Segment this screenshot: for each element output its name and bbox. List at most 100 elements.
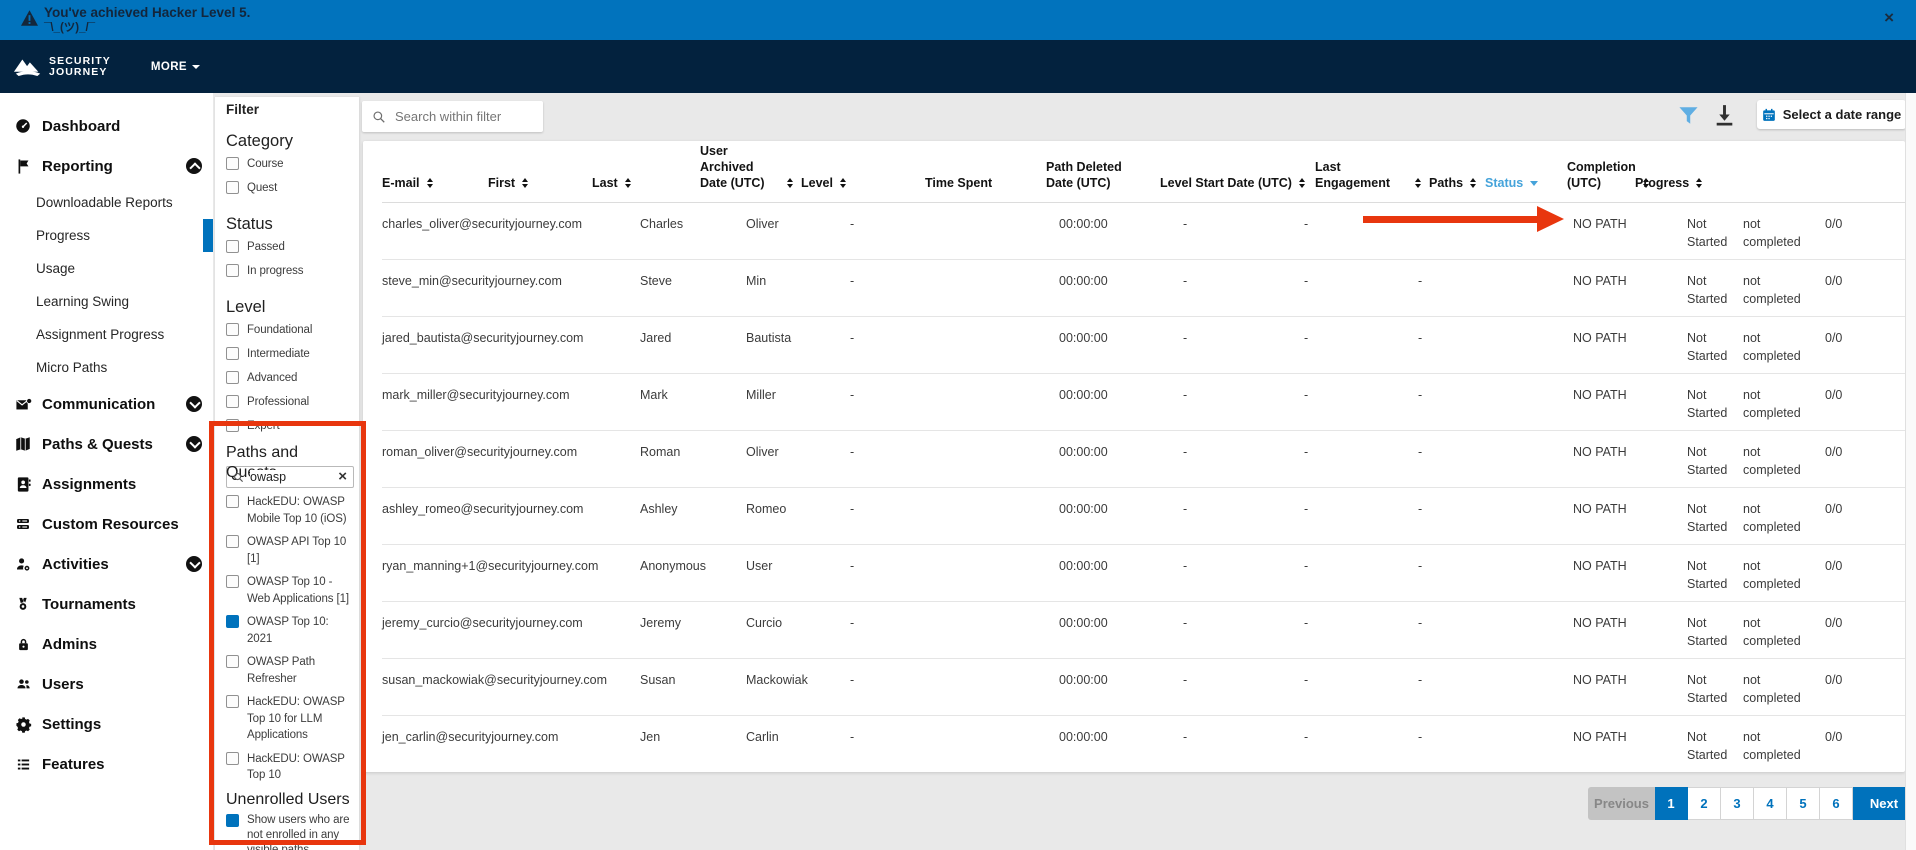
checkbox[interactable] xyxy=(226,535,239,548)
page-number-button[interactable]: 6 xyxy=(1820,787,1853,820)
path-checkbox-row[interactable]: HackEDU: OWASP Top 10 xyxy=(226,751,353,784)
path-checkbox-row[interactable]: OWASP Top 10 - Web Applications [1] xyxy=(226,574,353,607)
filter-checkbox-row[interactable]: Professional xyxy=(226,390,353,414)
page-scrollbar[interactable] xyxy=(1905,93,1916,850)
chevron-up-icon[interactable] xyxy=(186,158,202,174)
banner-close-icon[interactable]: × xyxy=(1884,8,1894,27)
filter-checkbox-row[interactable]: In progress xyxy=(226,259,353,283)
paths-search-box[interactable]: × xyxy=(226,466,354,488)
sort-arrows-icon[interactable] xyxy=(1696,178,1703,188)
table-row[interactable]: mark_miller@securityjourney.com Mark Mil… xyxy=(382,374,1905,431)
sort-arrows-icon[interactable] xyxy=(839,178,846,188)
sidebar-item-dashboard[interactable]: Dashboard xyxy=(0,106,213,146)
checkbox[interactable] xyxy=(226,264,239,277)
column-header[interactable]: Level Start Date (UTC) xyxy=(1160,175,1315,191)
column-header[interactable]: Progress xyxy=(1635,175,1710,191)
filter-checkbox-row[interactable]: Foundational xyxy=(226,318,353,342)
column-header[interactable]: E-mail xyxy=(382,175,488,191)
page-number-button[interactable]: 2 xyxy=(1688,787,1721,820)
checkbox[interactable] xyxy=(226,157,239,170)
more-menu[interactable]: MORE xyxy=(151,61,200,73)
column-header[interactable]: User Archived Date (UTC) xyxy=(700,143,801,191)
sidebar-item-communication[interactable]: Communication xyxy=(0,384,213,424)
table-search-box[interactable] xyxy=(362,101,543,132)
column-header[interactable]: Paths xyxy=(1429,175,1485,191)
sort-arrows-icon[interactable] xyxy=(1470,178,1477,188)
security-journey-logo[interactable]: SECURITY JOURNEY xyxy=(13,55,111,78)
sort-arrows-icon[interactable] xyxy=(1298,178,1305,188)
table-row[interactable]: ryan_manning+1@securityjourney.com Anony… xyxy=(382,545,1905,602)
sidebar-item-settings[interactable]: Settings xyxy=(0,704,213,744)
checkbox[interactable] xyxy=(226,495,239,508)
chevron-down-icon[interactable] xyxy=(186,556,202,572)
sidebar-item-reporting[interactable]: Reporting xyxy=(0,146,213,186)
sort-arrows-icon[interactable] xyxy=(624,178,631,188)
column-header[interactable]: Status xyxy=(1485,175,1567,191)
paths-search-input[interactable] xyxy=(250,470,334,484)
filter-checkbox-row[interactable]: Advanced xyxy=(226,366,353,390)
checkbox[interactable] xyxy=(226,371,239,384)
path-checkbox-row[interactable]: OWASP Path Refresher xyxy=(226,654,353,687)
page-number-button[interactable]: 3 xyxy=(1721,787,1754,820)
column-header[interactable]: Time Spent xyxy=(925,175,1046,191)
table-row[interactable]: jared_bautista@securityjourney.com Jared… xyxy=(382,317,1905,374)
filter-checkbox-row[interactable]: Expert xyxy=(226,414,353,438)
column-header[interactable]: Last Engagement xyxy=(1315,159,1429,191)
sidebar-item-assignment-progress[interactable]: Assignment Progress xyxy=(0,318,213,351)
page-number-button[interactable]: 5 xyxy=(1787,787,1820,820)
checkbox[interactable] xyxy=(226,751,239,765)
checkbox[interactable] xyxy=(226,419,239,432)
table-row[interactable]: jeremy_curcio@securityjourney.com Jeremy… xyxy=(382,602,1905,659)
checkbox[interactable] xyxy=(226,655,239,668)
sidebar-item-assignments[interactable]: Assignments xyxy=(0,464,213,504)
sort-arrows-icon[interactable] xyxy=(1415,178,1421,188)
page-number-button[interactable]: 1 xyxy=(1655,787,1688,820)
filter-funnel-icon[interactable] xyxy=(1678,106,1699,125)
column-header[interactable]: Level xyxy=(801,175,925,191)
checkbox[interactable] xyxy=(226,395,239,408)
download-icon[interactable] xyxy=(1712,103,1737,128)
path-checkbox-row[interactable]: OWASP API Top 10 [1] xyxy=(226,534,353,567)
sidebar-item-learning-swing[interactable]: Learning Swing xyxy=(0,285,213,318)
sidebar-item-micro-paths[interactable]: Micro Paths xyxy=(0,351,213,384)
table-row[interactable]: charles_oliver@securityjourney.com Charl… xyxy=(382,203,1905,260)
date-range-button[interactable]: Select a date range xyxy=(1757,100,1906,129)
checkbox[interactable] xyxy=(226,695,239,708)
next-page-button[interactable]: Next xyxy=(1853,787,1915,820)
checkbox[interactable] xyxy=(226,240,239,253)
chevron-down-icon[interactable] xyxy=(186,436,202,452)
column-header[interactable]: First xyxy=(488,175,592,191)
path-checkbox-row[interactable]: OWASP Top 10: 2021 xyxy=(226,614,353,647)
table-row[interactable]: roman_oliver@securityjourney.com Roman O… xyxy=(382,431,1905,488)
checkbox[interactable] xyxy=(226,814,239,827)
table-row[interactable]: ashley_romeo@securityjourney.com Ashley … xyxy=(382,488,1905,545)
sort-arrows-icon[interactable] xyxy=(522,178,529,188)
checkbox[interactable] xyxy=(226,347,239,360)
checkbox[interactable] xyxy=(226,615,239,628)
sort-arrows-icon[interactable] xyxy=(787,178,793,188)
sidebar-item-users[interactable]: Users xyxy=(0,664,213,704)
page-number-button[interactable]: 4 xyxy=(1754,787,1787,820)
checkbox[interactable] xyxy=(226,323,239,336)
sidebar-item-features[interactable]: Features xyxy=(0,744,213,784)
checkbox[interactable] xyxy=(226,575,239,588)
sort-arrows-icon[interactable] xyxy=(1642,178,1649,188)
sidebar-item-usage[interactable]: Usage xyxy=(0,252,213,285)
column-header[interactable]: Last xyxy=(592,175,700,191)
unenrolled-checkbox-row[interactable]: Show users who are not enrolled in any v… xyxy=(226,810,353,850)
sidebar-item-paths-quests[interactable]: Paths & Quests xyxy=(0,424,213,464)
filter-checkbox-row[interactable]: Intermediate xyxy=(226,342,353,366)
previous-page-button[interactable]: Previous xyxy=(1588,787,1655,820)
clear-search-icon[interactable]: × xyxy=(338,468,347,485)
filter-checkbox-row[interactable]: Course xyxy=(226,152,353,176)
column-header[interactable]: Path Deleted Date (UTC) xyxy=(1046,159,1160,191)
sidebar-item-custom-resources[interactable]: Custom Resources xyxy=(0,504,213,544)
sidebar-item-admins[interactable]: Admins xyxy=(0,624,213,664)
table-row[interactable]: susan_mackowiak@securityjourney.com Susa… xyxy=(382,659,1905,716)
table-row[interactable]: steve_min@securityjourney.com Steve Min … xyxy=(382,260,1905,317)
sort-desc-icon[interactable] xyxy=(1530,181,1539,186)
sidebar-item-tournaments[interactable]: Tournaments xyxy=(0,584,213,624)
sidebar-item-downloadable-reports[interactable]: Downloadable Reports xyxy=(0,186,213,219)
path-checkbox-row[interactable]: HackEDU: OWASP Mobile Top 10 (iOS) xyxy=(226,494,353,527)
filter-checkbox-row[interactable]: Passed xyxy=(226,235,353,259)
